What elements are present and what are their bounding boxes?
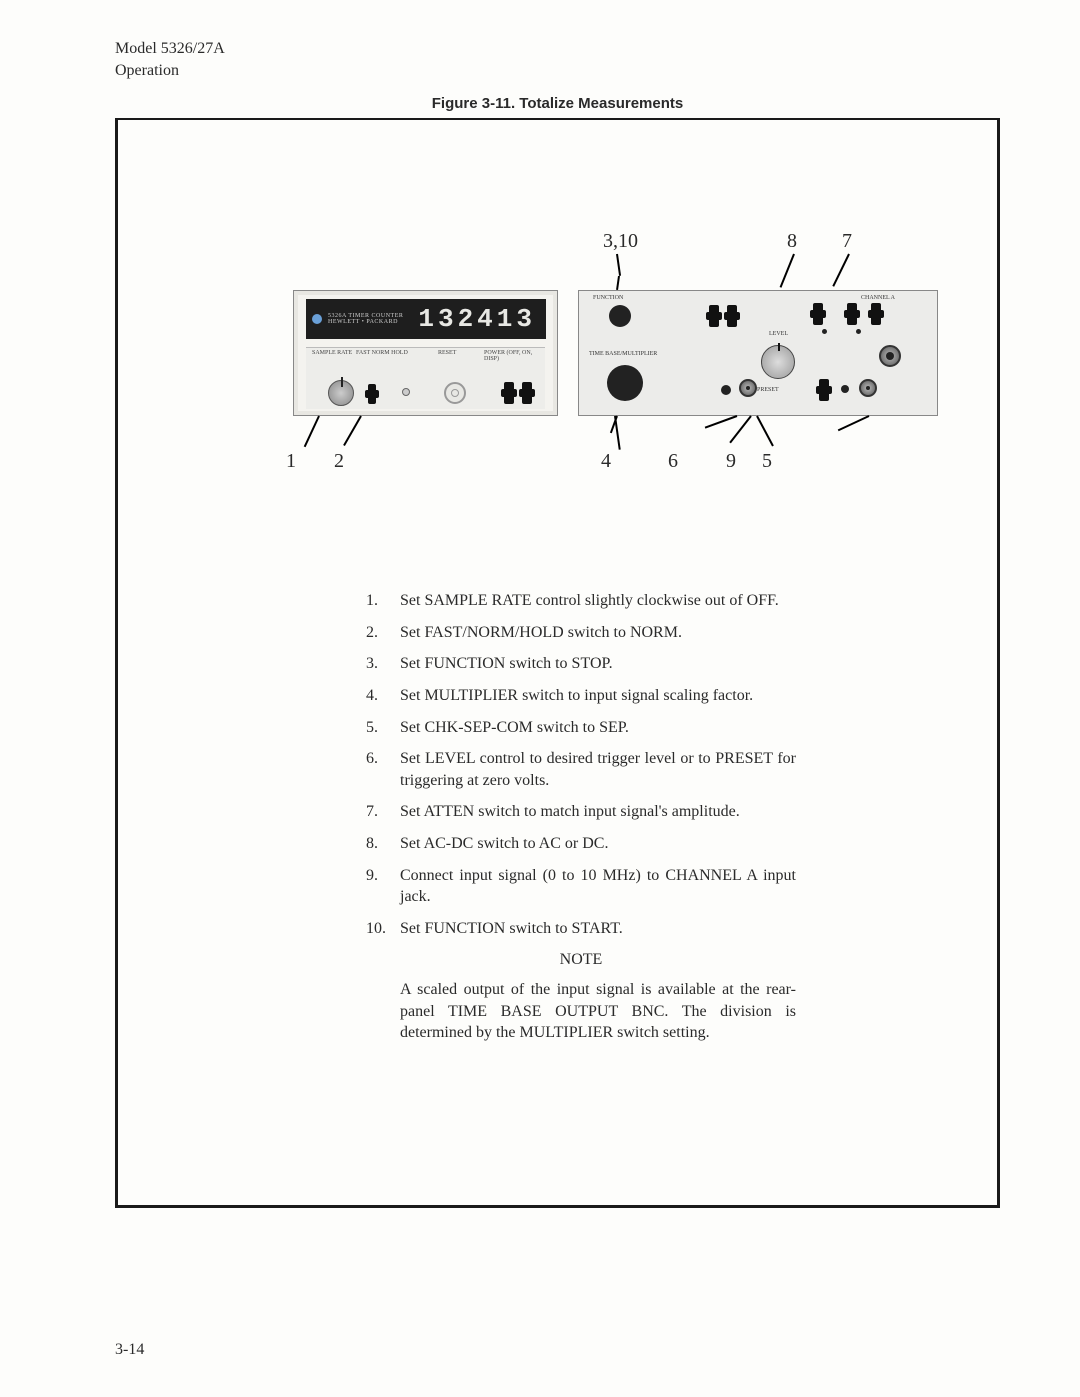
channel-a-input <box>879 345 901 367</box>
sample-rate-knob <box>328 380 354 406</box>
step-number: 5. <box>366 717 400 739</box>
section-line: Operation <box>115 60 1000 82</box>
step-text: Connect input signal (0 to 10 MHz) to CH… <box>400 865 796 908</box>
label-multiplier: TIME BASE/MULTIPLIER <box>589 351 657 357</box>
procedure-step: 5.Set CHK-SEP-COM switch to SEP. <box>366 717 796 739</box>
callout-3-10: 3,10 <box>603 230 638 253</box>
note-body: A scaled output of the input signal is a… <box>400 979 796 1044</box>
counter-readout: 132413 <box>418 304 536 334</box>
figure-frame: 3,10 8 7 5326A TIMER COUNTER HEWLETT • P… <box>115 118 1000 1208</box>
callout-5: 5 <box>762 450 772 473</box>
procedure-step: 2.Set FAST/NORM/HOLD switch to NORM. <box>366 622 796 644</box>
trigger-switch-a <box>709 305 719 327</box>
procedure-step: 1.Set SAMPLE RATE control slightly clock… <box>366 590 796 612</box>
label-reset: RESET <box>438 350 456 356</box>
step-number: 3. <box>366 653 400 675</box>
procedure-step: 4.Set MULTIPLIER switch to input signal … <box>366 685 796 707</box>
fast-norm-hold-switch <box>368 384 376 404</box>
model-line: Model 5326/27A <box>115 38 1000 60</box>
step-text: Set FUNCTION switch to START. <box>400 918 796 940</box>
display-bar: 5326A TIMER COUNTER HEWLETT • PACKARD 13… <box>306 299 546 339</box>
step-number: 2. <box>366 622 400 644</box>
label-sample-rate: SAMPLE RATE <box>312 350 352 356</box>
note-heading: NOTE <box>366 949 796 971</box>
step-text: Set CHK-SEP-COM switch to SEP. <box>400 717 796 739</box>
step-text: Set ATTEN switch to match input signal's… <box>400 801 796 823</box>
callout-7: 7 <box>842 230 852 253</box>
step-text: Set LEVEL control to desired trigger lev… <box>400 748 796 791</box>
label-channel-a: CHANNEL A <box>861 295 895 301</box>
step-text: Set MULTIPLIER switch to input signal sc… <box>400 685 796 707</box>
ac-dc-switch <box>813 303 823 325</box>
level-control <box>761 345 795 379</box>
label-level: LEVEL <box>769 331 788 337</box>
step-text: Set FAST/NORM/HOLD switch to NORM. <box>400 622 796 644</box>
display-switch <box>522 382 532 404</box>
procedure-step: 9.Connect input signal (0 to 10 MHz) to … <box>366 865 796 908</box>
front-panel-right: FUNCTION TIME BASE/MULTIPLIER LEVEL PRES… <box>578 290 938 416</box>
front-panel-left: 5326A TIMER COUNTER HEWLETT • PACKARD 13… <box>293 290 558 416</box>
aux-bnc <box>739 379 757 397</box>
step-number: 10. <box>366 918 400 940</box>
procedure-list: 1.Set SAMPLE RATE control slightly clock… <box>366 590 796 1044</box>
multiplier-switch <box>607 365 643 401</box>
label-power: POWER (OFF, ON, DISP) <box>484 350 545 362</box>
step-number: 8. <box>366 833 400 855</box>
power-switch <box>504 382 514 404</box>
chk-sep-com-switch <box>871 303 881 325</box>
left-panel-controls: SAMPLE RATE FAST NORM HOLD RESET POWER (… <box>306 347 545 409</box>
reset-button <box>444 382 466 404</box>
trigger-switch-b <box>727 305 737 327</box>
aux-bnc-2 <box>859 379 877 397</box>
function-switch <box>609 305 631 327</box>
lower-switch-1 <box>819 379 829 401</box>
label-fast-norm-hold: FAST NORM HOLD <box>356 350 408 356</box>
page-number: 3-14 <box>115 1341 144 1359</box>
page-header: Model 5326/27A Operation <box>115 38 1000 81</box>
callout-6: 6 <box>668 450 678 473</box>
panel-screw-icon <box>402 388 410 396</box>
step-text: Set SAMPLE RATE control slightly clock­w… <box>400 590 796 612</box>
callout-2: 2 <box>334 450 344 473</box>
callout-1: 1 <box>286 450 296 473</box>
callout-9: 9 <box>726 450 736 473</box>
procedure-step: 7.Set ATTEN switch to match input signal… <box>366 801 796 823</box>
step-number: 1. <box>366 590 400 612</box>
step-number: 9. <box>366 865 400 908</box>
procedure-step: 3.Set FUNCTION switch to STOP. <box>366 653 796 675</box>
step-text: Set FUNCTION switch to STOP. <box>400 653 796 675</box>
logo-text: 5326A TIMER COUNTER HEWLETT • PACKARD <box>328 313 403 326</box>
instrument-diagram: 3,10 8 7 5326A TIMER COUNTER HEWLETT • P… <box>148 180 967 510</box>
procedure-step: 8.Set AC-DC switch to AC or DC. <box>366 833 796 855</box>
figure-title: Figure 3-11. Totalize Measurements <box>115 95 1000 112</box>
atten-switch <box>847 303 857 325</box>
label-function: FUNCTION <box>593 295 623 301</box>
hp-logo-icon <box>312 314 322 324</box>
label-preset: PRESET <box>757 387 779 393</box>
callout-8: 8 <box>787 230 797 253</box>
step-number: 6. <box>366 748 400 791</box>
callout-4: 4 <box>601 450 611 473</box>
procedure-step: 6.Set LEVEL control to desired trigger l… <box>366 748 796 791</box>
step-number: 7. <box>366 801 400 823</box>
step-text: Set AC-DC switch to AC or DC. <box>400 833 796 855</box>
step-number: 4. <box>366 685 400 707</box>
procedure-step: 10.Set FUNCTION switch to START. <box>366 918 796 940</box>
